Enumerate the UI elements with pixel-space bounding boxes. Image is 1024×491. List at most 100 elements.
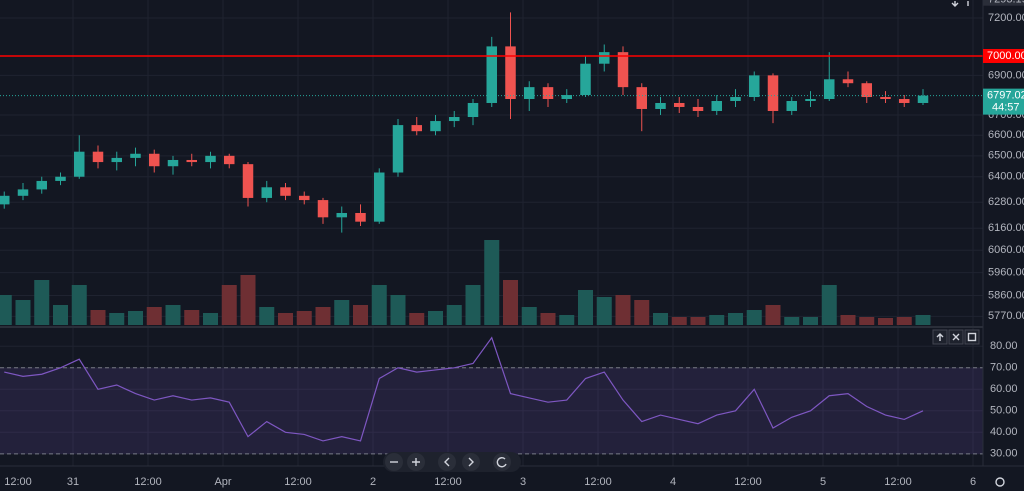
volume-bar: [540, 313, 556, 325]
candle-body: [55, 176, 66, 181]
candle-body: [880, 97, 891, 100]
candle-body: [280, 187, 291, 196]
volume-bar: [634, 300, 650, 325]
y-tick-label: 5860.00: [988, 289, 1024, 301]
right-icon: [468, 457, 474, 467]
volume-bar: [878, 318, 893, 325]
candle-body: [655, 102, 666, 109]
pane-controls: [932, 1, 980, 345]
volume-bar: [896, 317, 912, 325]
close-icon: [952, 333, 960, 341]
scroll-right-button[interactable]: [462, 453, 480, 471]
y-tick-label: 7200.00: [988, 12, 1024, 24]
volume-bar: [334, 300, 350, 325]
volume-bar: [503, 280, 518, 325]
alert-label-bg: [983, 48, 1024, 63]
nav-toolbar: [383, 452, 521, 472]
volume-bar: [596, 297, 612, 325]
high-label: 7293.19: [988, 0, 1024, 6]
candle-body: [149, 153, 160, 167]
pane-maximize-button[interactable]: [964, 329, 980, 345]
volume-bar: [653, 313, 668, 325]
x-tick-label: 5: [820, 476, 826, 488]
candle-body: [711, 100, 722, 111]
volume-bar: [0, 295, 12, 325]
candle-body: [92, 151, 104, 163]
volume-bar: [371, 285, 387, 325]
volume-bar: [578, 290, 593, 325]
candle-body: [374, 172, 385, 222]
volume: [0, 240, 931, 325]
rsi-band-fill: [0, 367, 983, 454]
x-tick-label: 2: [370, 476, 376, 488]
candle-body: [467, 102, 479, 118]
volume-bar: [559, 315, 575, 325]
candle-body: [430, 121, 441, 132]
y-tick-label: 6280.00: [988, 196, 1024, 208]
y-tick-label: 6600.00: [988, 129, 1024, 141]
candle-body: [130, 153, 141, 158]
candle-body: [317, 200, 329, 218]
up-icon: [936, 333, 944, 341]
candle-body: [899, 99, 910, 103]
volume-bar: [465, 285, 481, 325]
scroll-down-icon[interactable]: [951, 1, 959, 7]
x-tick-label: 12:00: [734, 476, 762, 488]
volume-bar: [784, 317, 800, 325]
candle-body: [167, 159, 179, 167]
plus-icon: [412, 458, 420, 466]
y-tick-label: 60.00: [990, 383, 1018, 395]
reset-icon: [496, 457, 507, 468]
reset-button[interactable]: [493, 453, 511, 471]
volume-bar: [184, 310, 200, 325]
y-tick-label: 40.00: [990, 426, 1018, 438]
settings-icon[interactable]: [995, 477, 1005, 487]
volume-bar: [821, 285, 837, 325]
candle-body: [730, 97, 741, 101]
volume-bar: [690, 317, 706, 325]
candle-body: [36, 180, 47, 190]
candle-body: [449, 117, 460, 122]
candle-body: [205, 155, 216, 163]
candle-body: [842, 79, 854, 84]
candle-body: [411, 125, 422, 132]
volume-bar: [165, 305, 181, 325]
volume-bar: [390, 295, 406, 325]
candle-body: [0, 195, 10, 205]
x-tick-label: 12:00: [284, 476, 312, 488]
volume-bar: [90, 310, 106, 325]
rsi-line: [4, 336, 924, 442]
volume-bar: [34, 280, 50, 325]
candle-body: [786, 100, 797, 111]
volume-bar: [353, 305, 368, 325]
candle-body: [505, 46, 516, 100]
candle-body: [561, 95, 572, 100]
alert-label: 7000.00: [987, 50, 1024, 62]
volume-bar: [521, 307, 537, 325]
last-price-bg: [983, 88, 1024, 115]
candle-body: [261, 187, 272, 198]
volume-bar: [840, 315, 856, 325]
candle-body: [617, 52, 629, 88]
candle-body: [599, 52, 610, 64]
candle-body: [524, 87, 535, 100]
x-tick-label: 4: [670, 476, 676, 488]
y-tick-label: 6060.00: [988, 244, 1024, 256]
volume-bar: [428, 311, 443, 325]
x-tick-label: 6: [970, 476, 976, 488]
y-tick-label: 5960.00: [988, 267, 1024, 279]
maximize-icon: [967, 332, 977, 342]
candle-body: [242, 164, 254, 198]
scroll-left-button[interactable]: [438, 453, 456, 471]
candle-body: [224, 155, 235, 165]
candle-body: [186, 159, 197, 163]
candle-body: [17, 189, 29, 196]
candle-body: [355, 212, 366, 222]
y-tick-label: 6500.00: [988, 150, 1024, 162]
volume-bar: [278, 313, 293, 325]
volume-bar: [728, 313, 743, 325]
volume-bar: [671, 317, 687, 325]
volume-bar: [746, 310, 762, 325]
candle-body: [486, 46, 497, 103]
candles: [0, 12, 983, 233]
